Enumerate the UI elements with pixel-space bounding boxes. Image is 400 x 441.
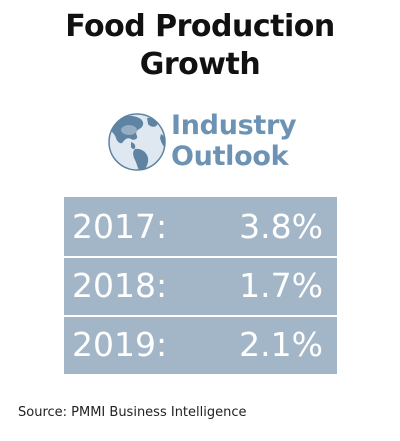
logo-text: Industry Outlook — [171, 110, 297, 172]
growth-value-cell: 3.8% — [239, 207, 323, 246]
table-row: 2018: 1.7% — [64, 256, 337, 315]
year-cell: 2018: — [72, 266, 168, 305]
growth-table: 2017: 3.8% 2018: 1.7% 2019: 2.1% — [64, 197, 337, 374]
table-row: 2017: 3.8% — [64, 197, 337, 256]
logo-line-2: Outlook — [171, 141, 289, 172]
source-caption: Source: PMMI Business Intelligence — [18, 405, 247, 420]
year-cell: 2019: — [72, 325, 168, 364]
title-line-1: Food Production — [65, 9, 335, 44]
year-cell: 2017: — [72, 207, 168, 246]
industry-outlook-logo: Industry Outlook — [107, 110, 297, 176]
title-line-2: Growth — [139, 47, 261, 82]
logo-line-1: Industry — [171, 110, 297, 141]
growth-value-cell: 1.7% — [239, 266, 323, 305]
page-title: Food Production Growth — [0, 8, 400, 84]
growth-value-cell: 2.1% — [239, 325, 323, 364]
table-row: 2019: 2.1% — [64, 315, 337, 374]
globe-icon — [108, 113, 166, 171]
